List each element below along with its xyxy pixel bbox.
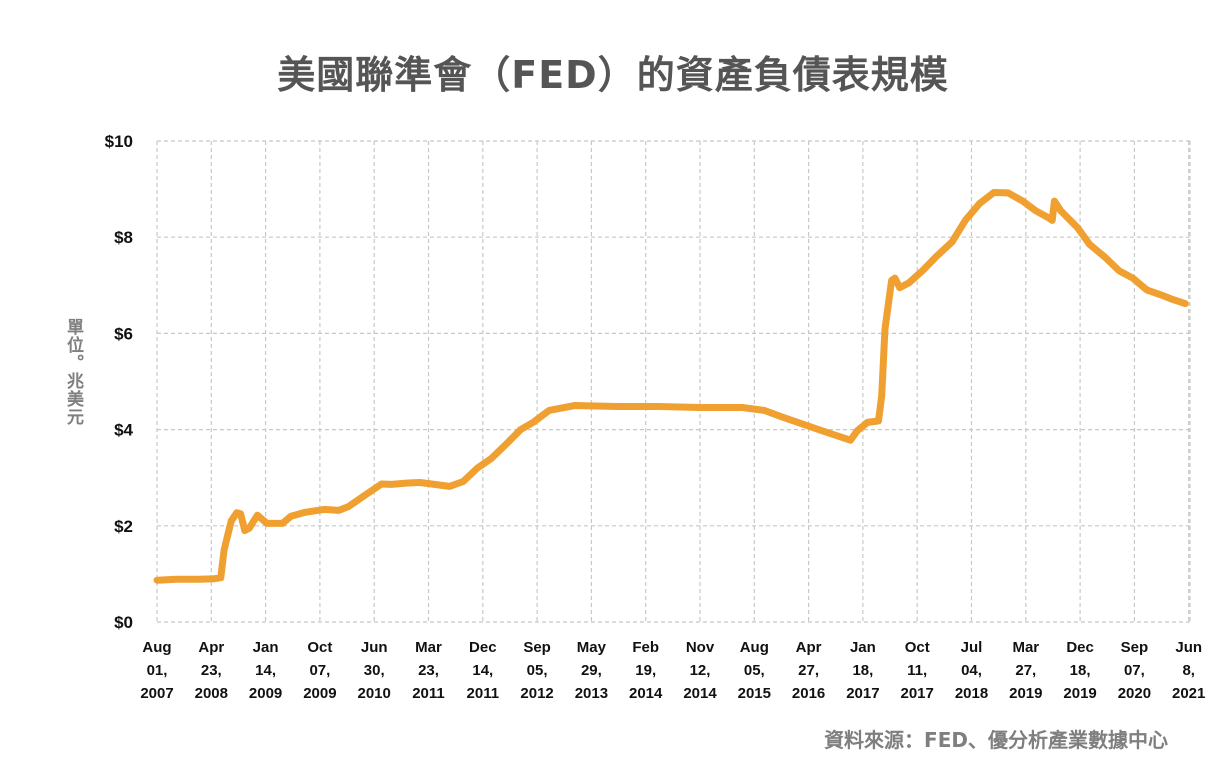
x-tick-label: Nov 12, 2014 — [683, 639, 717, 702]
y-tick-label: $10 — [105, 132, 133, 151]
y-tick-label: $4 — [114, 421, 133, 440]
y-axis-label: 單位。兆美元 — [63, 318, 83, 426]
x-tick-label: Apr 27, 2016 — [792, 639, 825, 702]
x-tick-labels: Aug 01, 2007 Apr 23, 2008 Jan 14, 2009 Oct 07, 2009… — [140, 639, 1205, 702]
x-tick-label: Jun 8, 2021 — [1172, 639, 1205, 702]
series-line — [153, 189, 1189, 584]
x-tick-label: Sep 07, 2020 — [1118, 639, 1151, 702]
x-tick-label: Apr 23, 2008 — [195, 639, 228, 702]
y-tick-label: $6 — [114, 324, 133, 343]
chart-title: 美國聯準會（FED）的資產負債表規模 — [277, 53, 949, 97]
x-tick-label: Jul 04, 2018 — [955, 639, 988, 702]
x-tick-label: Oct 11, 2017 — [901, 639, 934, 702]
source-note: 資料來源：FED、優分析產業數據中心 — [824, 728, 1168, 752]
grid-lines — [156, 140, 1191, 623]
y-tick-labels: $0 $2 $4 $6 $8 $10 — [105, 132, 134, 632]
y-tick-label: $0 — [114, 613, 133, 632]
x-tick-label: Mar 23, 2011 — [412, 639, 445, 702]
x-tick-label: Aug 05, 2015 — [738, 639, 771, 702]
x-tick-label: Oct 07, 2009 — [303, 639, 336, 702]
x-tick-label: Jan 18, 2017 — [846, 639, 879, 702]
x-tick-label: Feb 19, 2014 — [629, 639, 663, 702]
x-tick-label: Dec 14, 2011 — [467, 639, 500, 702]
x-tick-label: Aug 01, 2007 — [140, 639, 173, 702]
x-tick-label: Sep 05, 2012 — [520, 639, 553, 702]
x-tick-label: May 29, 2013 — [575, 639, 608, 702]
y-tick-label: $8 — [114, 228, 133, 247]
x-tick-label: Jun 30, 2010 — [358, 639, 391, 702]
x-tick-label: Mar 27, 2019 — [1009, 639, 1042, 702]
x-tick-label: Jan 14, 2009 — [249, 639, 282, 702]
y-tick-label: $2 — [114, 517, 133, 536]
x-tick-label: Dec 18, 2019 — [1063, 639, 1096, 702]
